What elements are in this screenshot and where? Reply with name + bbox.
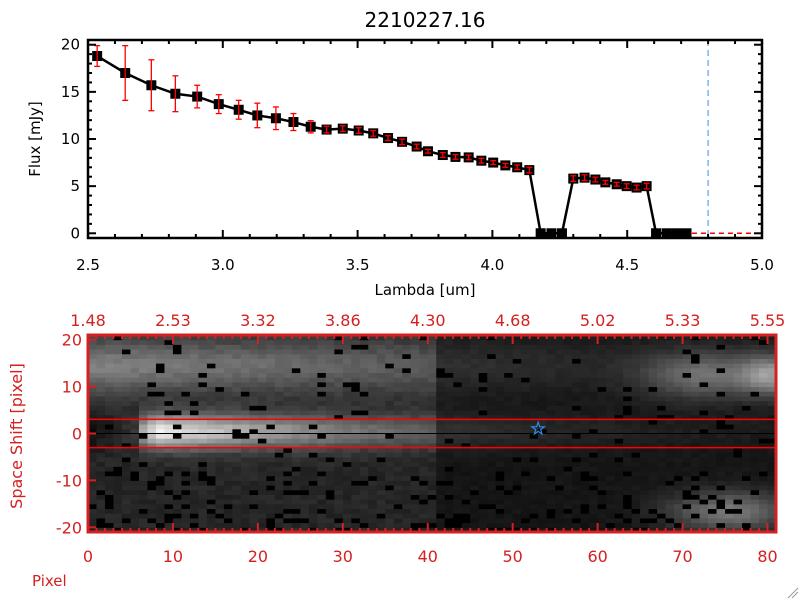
- top-wavelength-tick-label: 3.86: [325, 311, 361, 330]
- top-wavelength-tick-label: 3.32: [240, 311, 276, 330]
- x-tick-label: 10: [163, 547, 183, 566]
- top-wavelength-tick-label: 5.55: [750, 311, 786, 330]
- window-resize-grip[interactable]: [787, 587, 799, 599]
- y-tick-label: -20: [56, 518, 82, 537]
- x-tick-label: 40: [418, 547, 438, 566]
- error-bar: [581, 174, 588, 182]
- top-wavelength-tick-label: 1.48: [70, 311, 106, 330]
- y-axis-label: Flux [mJy]: [26, 101, 44, 177]
- x-tick-label: 5.0: [750, 256, 774, 274]
- x-tick-label: 60: [587, 547, 607, 566]
- error-bar: [399, 138, 406, 146]
- y-tick-label: 20: [61, 36, 80, 54]
- error-bar: [514, 164, 521, 171]
- error-bar: [478, 157, 485, 164]
- error-bar: [148, 59, 155, 112]
- data-point: [546, 228, 557, 239]
- error-bar: [122, 45, 129, 101]
- y-tick-label: 0: [70, 224, 80, 242]
- x-tick-label: 3.5: [346, 256, 370, 274]
- x-tick-label: 30: [333, 547, 353, 566]
- error-bar: [355, 127, 362, 134]
- x-tick-label: 4.5: [615, 256, 639, 274]
- y-tick-label: 5: [70, 177, 80, 195]
- error-bar: [215, 94, 222, 115]
- error-bar: [339, 125, 346, 133]
- top-wavelength-tick-label: 5.02: [580, 311, 616, 330]
- x-tick-label: 2.5: [76, 256, 100, 274]
- top-wavelength-tick-label: 2.53: [155, 311, 191, 330]
- data-point: [556, 228, 567, 239]
- x-tick-label: 20: [248, 547, 268, 566]
- x-tick-label: 4.0: [480, 256, 504, 274]
- error-bar: [570, 175, 577, 183]
- data-point: [681, 228, 692, 239]
- x-tick-label: 0: [83, 547, 93, 566]
- x-axis-label: Lambda [um]: [375, 281, 476, 299]
- y-tick-label: 10: [62, 378, 82, 397]
- x-tick-label: 70: [672, 547, 692, 566]
- plot-title: 2210227.16: [365, 8, 486, 32]
- error-bar: [254, 102, 261, 129]
- spectral-image: [88, 335, 777, 533]
- data-point: [671, 228, 682, 239]
- error-bar: [235, 99, 242, 120]
- error-bar: [643, 182, 650, 190]
- error-bar: [526, 166, 533, 174]
- data-point: [661, 228, 672, 239]
- data-point: [535, 228, 546, 239]
- spectrum-line: [96, 54, 687, 235]
- top-wavelength-tick-label: 4.30: [410, 311, 446, 330]
- x-tick-label: 50: [503, 547, 523, 566]
- y-axis-label: Space Shift [pixel]: [7, 363, 26, 509]
- spatial-image-plot: Space Shift [pixel] Pixel 0 10 20 30 40 50 60 7…: [7, 311, 785, 590]
- error-bar: [272, 106, 279, 131]
- error-bar: [424, 148, 431, 154]
- error-bar: [623, 183, 630, 190]
- spectrum-plot: 2210227.16 Flux [mJy] Lambda [um] 2.5 3.0…: [26, 8, 774, 299]
- error-bar: [172, 75, 179, 113]
- error-bar: [290, 112, 297, 132]
- y-tick-label: 15: [61, 83, 80, 101]
- error-bar: [323, 125, 330, 134]
- plot-frame: [86, 38, 764, 240]
- error-bar: [613, 181, 620, 187]
- error-bar: [502, 162, 509, 168]
- star-icon: [530, 420, 547, 436]
- y-tick-label: 0: [72, 425, 82, 444]
- error-bar: [439, 152, 446, 159]
- error-bar: [385, 135, 392, 142]
- top-wavelength-tick-label: 5.33: [665, 311, 701, 330]
- x-tick-label: 80: [757, 547, 777, 566]
- error-bar: [602, 179, 609, 185]
- error-bar: [452, 153, 459, 160]
- top-wavelength-tick-label: 4.68: [495, 311, 531, 330]
- data-point: [651, 228, 662, 239]
- error-bar: [194, 84, 201, 109]
- error-bar: [592, 176, 599, 183]
- error-bar: [307, 119, 314, 134]
- y-tick-label: 10: [61, 130, 80, 148]
- error-bar: [465, 154, 472, 161]
- error-bar: [413, 143, 420, 150]
- x-tick-label: 3.0: [211, 256, 235, 274]
- error-bar: [633, 184, 640, 191]
- error-bar: [490, 160, 497, 166]
- y-tick-label: 20: [62, 331, 82, 350]
- x-axis-label: Pixel: [32, 572, 67, 590]
- error-bar: [370, 129, 377, 137]
- y-tick-label: -10: [56, 471, 82, 490]
